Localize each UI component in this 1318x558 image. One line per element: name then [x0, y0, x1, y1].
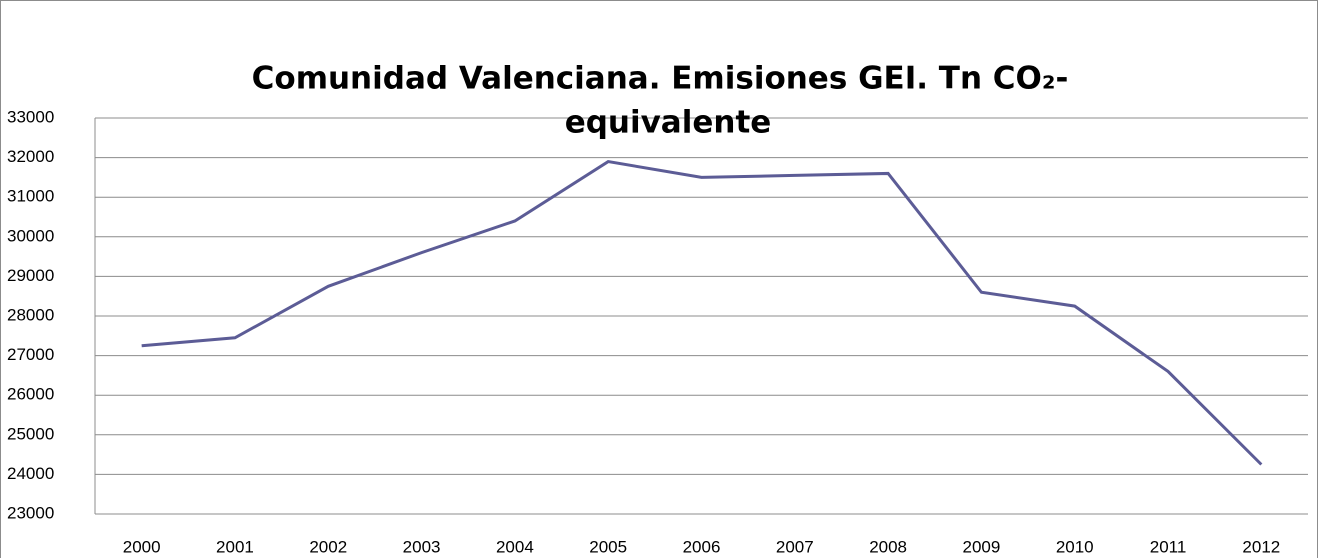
- y-tick-label: 28000: [7, 305, 54, 324]
- x-tick-label: 2000: [123, 537, 161, 556]
- x-tick-label: 2005: [589, 537, 627, 556]
- x-tick-label: 2002: [309, 537, 347, 556]
- x-tick-label: 2010: [1056, 537, 1094, 556]
- chart-title: Comunidad Valenciana. Emisiones GEI. Tn …: [252, 61, 1069, 97]
- y-tick-label: 31000: [7, 187, 54, 206]
- x-tick-label: 2011: [1150, 537, 1187, 556]
- y-tick-label: 27000: [7, 345, 54, 364]
- x-tick-label: 2007: [776, 537, 814, 556]
- y-tick-label: 32000: [7, 147, 54, 166]
- x-tick-label: 2009: [963, 537, 1001, 556]
- y-tick-label: 26000: [7, 385, 54, 404]
- data-line: [141, 159, 1263, 466]
- y-tick-label: 33000: [7, 107, 54, 126]
- x-tick-label: 2012: [1242, 537, 1280, 556]
- y-tick-label: 25000: [7, 424, 54, 443]
- x-tick-label: 2004: [496, 537, 534, 556]
- y-tick-label: 30000: [7, 226, 54, 245]
- y-tick-label: 24000: [7, 464, 54, 483]
- y-tick-label: 29000: [7, 266, 54, 285]
- plot-area: 23000 24000 25000 26000 27000 28000 29000 30000…: [7, 107, 1308, 556]
- y-tick-label: 23000: [7, 503, 54, 522]
- x-tick-label: 2003: [403, 537, 441, 556]
- x-tick-label: 2001: [216, 537, 254, 556]
- chart-title: equivalente: [565, 105, 772, 141]
- x-tick-label: 2006: [683, 537, 721, 556]
- x-tick-label: 2008: [869, 537, 907, 556]
